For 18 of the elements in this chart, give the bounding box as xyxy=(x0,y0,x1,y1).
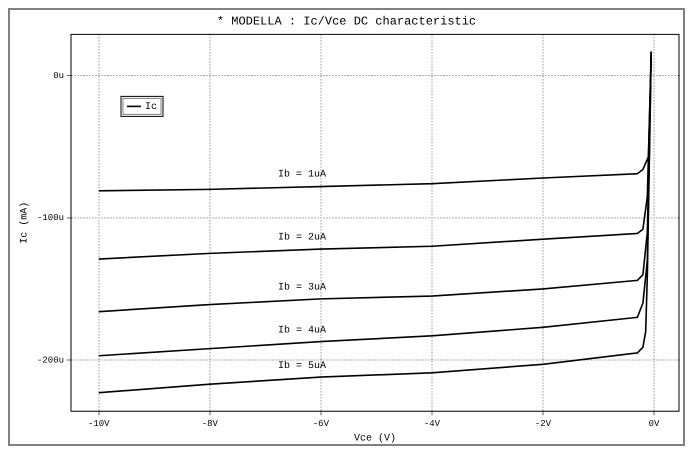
annotation: Ib = 5uA xyxy=(278,360,326,372)
x-tick-label: -4V xyxy=(424,418,441,429)
legend-label: Ic xyxy=(145,102,158,114)
chart-title: * MODELLA : Ic/Vce DC characteristic xyxy=(216,14,476,28)
x-tick-label: -8V xyxy=(202,418,219,429)
annotation: Ib = 3uA xyxy=(278,281,326,294)
y-tick-label: -100u xyxy=(36,213,64,224)
annotation: Ib = 4uA xyxy=(278,324,326,336)
x-tick-label: -2V xyxy=(534,418,552,429)
x-tick-label: -6V xyxy=(312,418,330,429)
x-tick-label: 0V xyxy=(648,418,660,429)
annotation: Ib = 1uA xyxy=(278,168,326,181)
y-axis-title: Ic (mA) xyxy=(18,202,31,244)
y-tick-label: 0u xyxy=(53,71,64,82)
x-tick-label: -10V xyxy=(88,418,110,429)
y-tick-label: -200u xyxy=(36,355,64,366)
annotation: Ib = 2uA xyxy=(278,231,326,244)
x-axis-title: Vce (V) xyxy=(354,432,396,445)
